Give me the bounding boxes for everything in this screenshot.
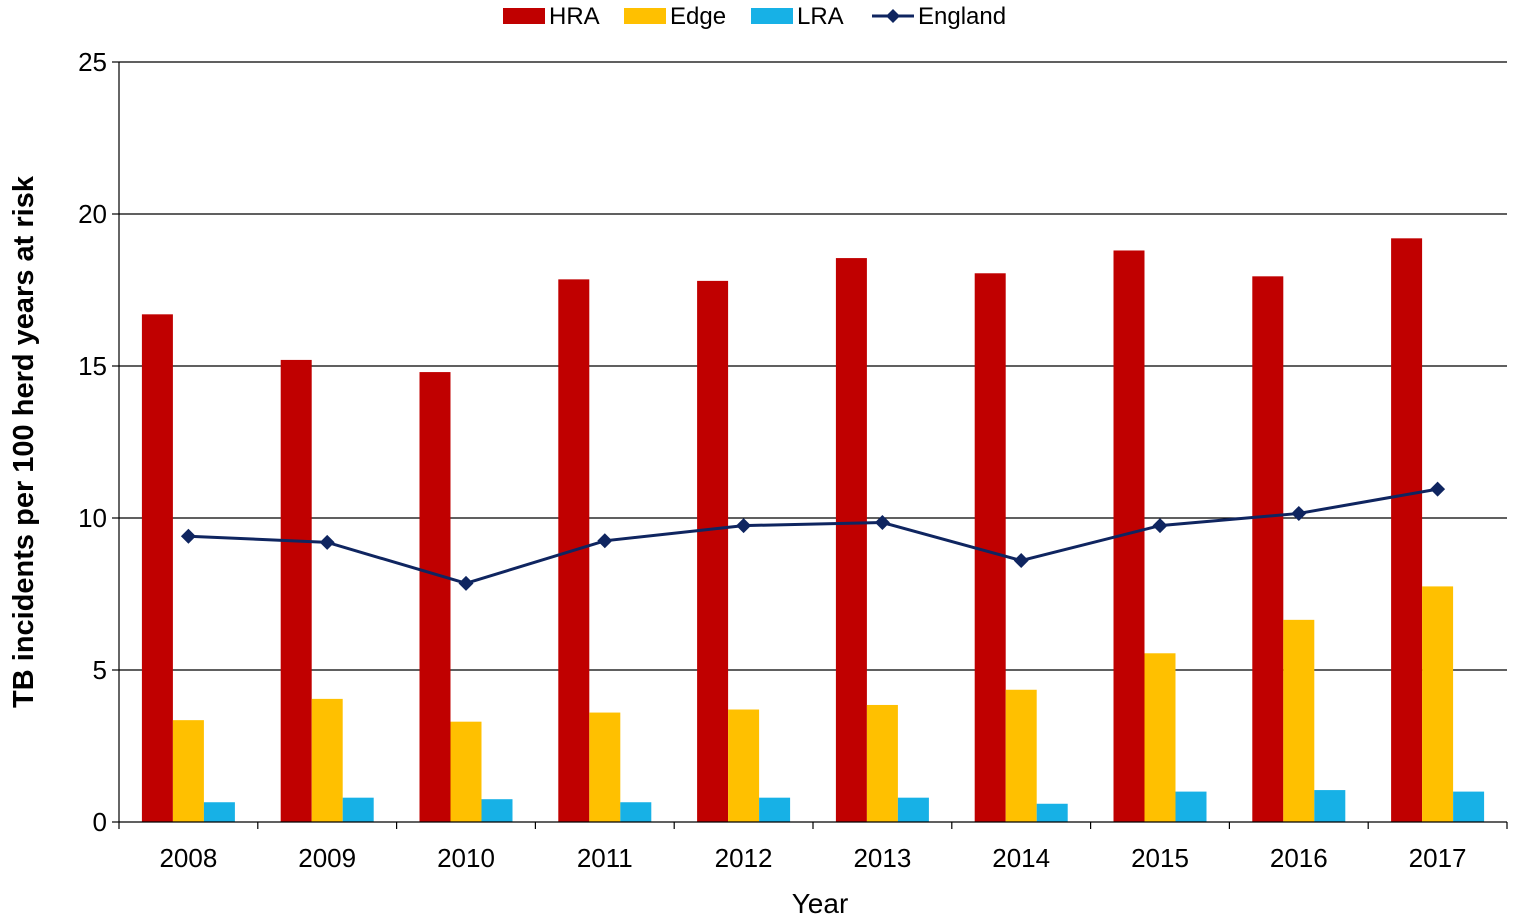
bar-edge-2013 (866, 704, 898, 822)
bar-hra-2013 (835, 258, 867, 823)
bar-lra-2014 (1036, 803, 1068, 822)
gridlines (119, 61, 1507, 671)
bar-edge-2014 (1005, 689, 1037, 822)
x-tick-label-2008: 2008 (159, 843, 217, 873)
bars (141, 238, 1485, 823)
bar-lra-2012 (759, 797, 791, 822)
x-tick-label-2010: 2010 (437, 843, 495, 873)
marker-england-2016 (1291, 505, 1307, 521)
marker-england-2011 (597, 533, 613, 549)
bar-lra-2016 (1314, 790, 1346, 822)
bar-lra-2011 (620, 802, 652, 822)
bar-lra-2010 (481, 799, 513, 822)
marker-england-2013 (874, 515, 890, 531)
bar-hra-2009 (280, 359, 312, 822)
legend-swatch-edge (624, 8, 666, 24)
labels: Year TB incidents per 100 herd years at … (8, 175, 848, 919)
line-layer (180, 481, 1446, 591)
marker-england-2009 (319, 534, 335, 550)
bar-edge-2010 (450, 721, 482, 822)
line-england (188, 487, 1438, 585)
y-tick-label-10: 10 (78, 503, 107, 533)
bar-edge-2009 (311, 698, 343, 822)
marker-england-2012 (736, 518, 752, 534)
bar-edge-2015 (1144, 653, 1176, 822)
y-tick-label-5: 5 (93, 655, 107, 685)
bar-edge-2012 (728, 709, 760, 822)
bar-hra-2010 (419, 372, 451, 822)
bar-lra-2017 (1453, 791, 1485, 822)
legend-label-hra: HRA (549, 3, 600, 30)
bar-hra-2016 (1252, 276, 1284, 822)
y-tick-label-15: 15 (78, 351, 107, 381)
legend-label-england: England (918, 3, 1006, 30)
x-tick-label-2017: 2017 (1409, 843, 1467, 873)
bar-lra-2008 (203, 802, 235, 822)
legend-marker-england (886, 9, 900, 23)
bar-hra-2017 (1391, 238, 1423, 822)
bar-edge-2017 (1422, 586, 1454, 822)
x-tick-label-2009: 2009 (298, 843, 356, 873)
legend-label-edge: Edge (670, 3, 726, 30)
y-tick-label-0: 0 (93, 807, 107, 837)
y-tick-label-20: 20 (78, 199, 107, 229)
x-tick-label-2015: 2015 (1131, 843, 1189, 873)
x-tick-label-2014: 2014 (992, 843, 1050, 873)
marker-england-2010 (458, 575, 474, 591)
legend-label-lra: LRA (797, 3, 844, 30)
marker-england-2008 (180, 528, 196, 544)
bar-lra-2013 (897, 797, 929, 822)
bar-hra-2014 (974, 273, 1006, 822)
bar-lra-2009 (342, 797, 374, 822)
x-tick-label-2012: 2012 (715, 843, 773, 873)
y-tick-label-25: 25 (78, 47, 107, 77)
x-axis-title: Year (792, 888, 849, 919)
legend-swatch-hra (503, 8, 545, 24)
legend-swatch-lra (751, 8, 793, 24)
marker-england-2017 (1430, 481, 1446, 497)
bar-edge-2008 (172, 720, 204, 822)
bar-lra-2015 (1175, 791, 1207, 822)
bar-hra-2012 (697, 280, 729, 822)
x-tick-label-2011: 2011 (577, 843, 633, 873)
marker-england-2015 (1152, 518, 1168, 534)
marker-england-2014 (1013, 553, 1029, 569)
x-tick-label-2013: 2013 (853, 843, 911, 873)
bar-edge-2011 (589, 712, 621, 822)
x-tick-label-2016: 2016 (1270, 843, 1328, 873)
bar-edge-2016 (1283, 619, 1315, 822)
y-axis-title: TB incidents per 100 herd years at risk (8, 175, 40, 708)
axes: 0 5 10 15 20 25 2008 2009 2010 2011 2012 2013 2014 20… (78, 47, 1508, 873)
bar-hra-2008 (141, 314, 173, 822)
legend: HRA Edge LRA England (503, 3, 1006, 30)
